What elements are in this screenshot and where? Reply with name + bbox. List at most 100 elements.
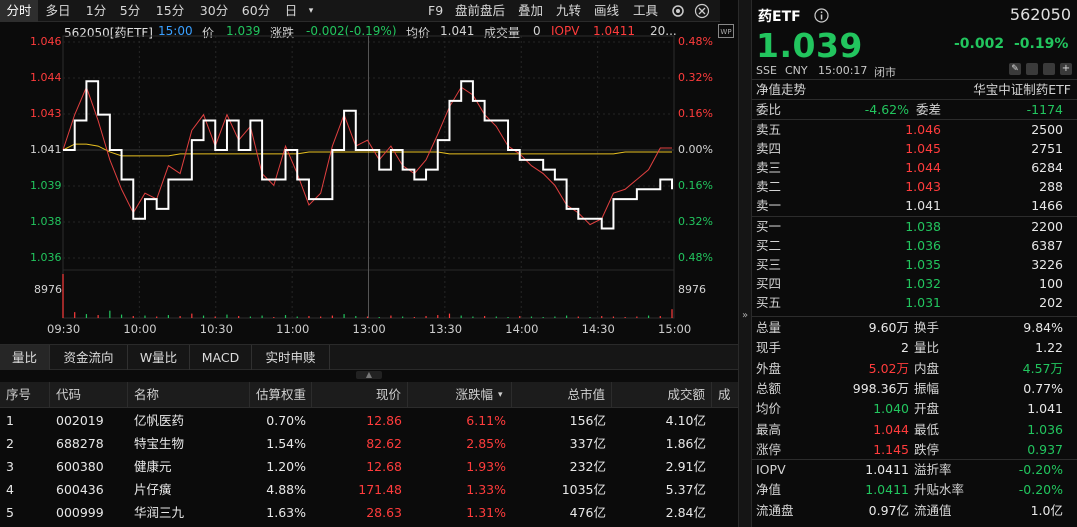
ask-label: 卖四	[756, 141, 782, 156]
col-price[interactable]: 现价	[312, 382, 408, 408]
stat-value: 0.937	[1027, 441, 1063, 457]
stat-label: 外盘	[756, 360, 782, 376]
svg-text:WP: WP	[720, 28, 731, 36]
table-row[interactable]: 2 688278 特宝生物 1.54% 82.62 2.85% 337亿 1.86亿	[0, 432, 738, 455]
ask-level-4[interactable]: 卖二 1.043 288	[752, 177, 1077, 196]
tab-daily[interactable]: 日	[284, 3, 298, 18]
tools-button[interactable]: 工具	[633, 3, 659, 18]
nav-trend-row[interactable]: 净值走势 华宝中证制药ETF	[752, 80, 1077, 99]
intraday-chart[interactable]: 562050[药ETF] 15:00 价 1.039 涨跌 -0.002(-0.…	[0, 22, 738, 342]
ask-price: 1.041	[905, 198, 941, 213]
time-tick-label: 10:30	[199, 322, 233, 336]
bid-level-1[interactable]: 买一 1.038 2200	[752, 217, 1077, 236]
stat-value: 5.02万	[868, 360, 909, 376]
stat-label: 量比	[914, 340, 940, 356]
ask-level-1[interactable]: 卖五 1.046 2500	[752, 120, 1077, 139]
chart-change: -0.002(-0.19%)	[306, 24, 397, 38]
bid-level-3[interactable]: 买三 1.035 3226	[752, 255, 1077, 274]
sort-desc-icon[interactable]: ▾	[498, 390, 503, 400]
stat-label: 总额	[756, 380, 782, 396]
fund-code: 562050	[1009, 5, 1071, 24]
ask-level-3[interactable]: 卖三 1.044 6284	[752, 158, 1077, 177]
col-weight[interactable]: 估算权重	[250, 382, 312, 408]
edit-icon[interactable]: ✎	[1009, 63, 1021, 75]
nav-trend-link[interactable]: 净值走势	[756, 82, 807, 97]
wp-icon[interactable]: WP	[718, 24, 734, 38]
col-name[interactable]: 名称	[128, 382, 250, 408]
chart-extra: 20...	[650, 24, 677, 38]
tab-15min[interactable]: 15分	[155, 3, 185, 18]
time-tick-label: 13:30	[428, 322, 463, 336]
table-row[interactable]: 4 600436 片仔癀 4.88% 171.48 1.33% 1035亿 5.37亿	[0, 478, 738, 501]
table-row[interactable]: 5 000999 华润三九 1.63% 28.63 1.31% 476亿 2.84亿	[0, 501, 738, 524]
info-icon[interactable]	[814, 8, 829, 23]
stat-value: 1.044	[873, 421, 909, 437]
tab-60min[interactable]: 60分	[241, 3, 271, 18]
bid-level-5[interactable]: 买五 1.031 202	[752, 293, 1077, 312]
col-no[interactable]: 序号	[0, 382, 50, 408]
tab-money-flow[interactable]: 资金流向	[50, 345, 128, 370]
ask-level-5[interactable]: 卖一 1.041 1466	[752, 196, 1077, 215]
stat-value: 2	[901, 340, 909, 356]
overlay-button[interactable]: 叠加	[518, 3, 544, 18]
stat-value: 1.036	[1027, 421, 1063, 437]
nine-turn-button[interactable]: 九转	[556, 3, 582, 18]
table-header: 序号 代码 名称 估算权重 现价 涨跌幅 ▾ 总市值 成交额 成	[0, 382, 738, 408]
f9-button[interactable]: F9	[428, 3, 444, 18]
collapse-arrow-icon[interactable]: »	[742, 310, 749, 321]
bid-level-4[interactable]: 买四 1.032 100	[752, 274, 1077, 293]
tab-realtime-redeem[interactable]: 实时申赎	[252, 345, 330, 370]
add-icon[interactable]: +	[1060, 63, 1072, 75]
draw-button[interactable]: 画线	[594, 3, 620, 18]
resize-handle[interactable]: ▲	[356, 371, 382, 379]
premarket-button[interactable]: 盘前盘后	[455, 3, 506, 18]
row-price: 82.62	[366, 436, 402, 451]
currency: CNY	[785, 64, 808, 77]
pct-tick-label: 0.48%	[678, 35, 713, 48]
quote-time: 15:00:17	[818, 64, 868, 77]
stat-label: 净值	[756, 482, 782, 498]
tab-intraday[interactable]: 分时	[0, 0, 38, 22]
price-plot[interactable]	[0, 22, 738, 342]
ask-level-2[interactable]: 卖四 1.045 2751	[752, 139, 1077, 158]
bid-volume: 3226	[1031, 257, 1063, 272]
tab-30min[interactable]: 30分	[199, 3, 229, 18]
ask-volume: 6284	[1031, 160, 1063, 175]
more-periods-icon[interactable]: ▾	[308, 6, 314, 16]
weicha-value: -1174	[1026, 102, 1063, 117]
col-code[interactable]: 代码	[50, 382, 128, 408]
pct-tick-label: 0.00%	[678, 143, 713, 156]
tab-5min[interactable]: 5分	[119, 3, 141, 18]
tab-macd[interactable]: MACD	[190, 345, 252, 370]
settings-icon[interactable]	[670, 3, 686, 19]
tab-1min[interactable]: 1分	[85, 3, 107, 18]
tab-multiday[interactable]: 多日	[45, 3, 71, 18]
row-weight: 1.63%	[266, 505, 306, 520]
col-change-pct[interactable]: 涨跌幅	[408, 382, 512, 408]
stat-label: 流通值	[914, 502, 952, 518]
row-no: 1	[6, 413, 14, 428]
save-icon[interactable]	[1043, 63, 1055, 75]
row-change-pct: 1.33%	[466, 482, 506, 497]
iopv-line	[62, 85, 672, 226]
tab-w-volume-ratio[interactable]: W量比	[128, 345, 190, 370]
volume-tick-label-right: 8976	[678, 283, 706, 296]
col-more[interactable]: 成	[718, 387, 731, 402]
tab-volume-ratio[interactable]: 量比	[0, 345, 50, 370]
close-icon[interactable]	[694, 3, 710, 19]
table-row[interactable]: 3 600380 健康元 1.20% 12.68 1.93% 232亿 2.91亿	[0, 455, 738, 478]
row-mcap: 337亿	[569, 436, 606, 451]
row-no: 2	[6, 436, 14, 451]
row-code: 002019	[56, 413, 104, 428]
bell-icon[interactable]	[1026, 63, 1038, 75]
table-row[interactable]: 1 002019 亿帆医药 0.70% 12.86 6.11% 156亿 4.10亿	[0, 409, 738, 432]
col-mcap[interactable]: 总市值	[512, 382, 612, 408]
stat-value: 1.0411	[865, 482, 909, 498]
row-weight: 4.88%	[266, 482, 306, 497]
bid-price: 1.035	[905, 257, 941, 272]
ask-price: 1.044	[905, 160, 941, 175]
stat-value: 1.22	[1035, 340, 1063, 356]
bid-level-2[interactable]: 买二 1.036 6387	[752, 236, 1077, 255]
panel-divider[interactable]: »	[738, 0, 752, 527]
col-amount[interactable]: 成交额	[612, 382, 712, 408]
